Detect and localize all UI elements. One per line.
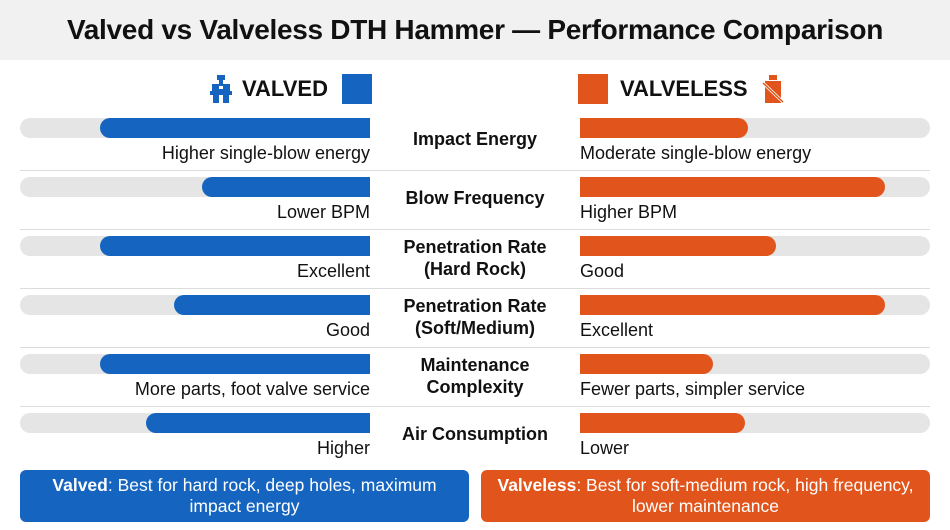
valved-summary-text: : Best for hard rock, deep holes, maximu… [107,475,437,516]
valved-bar [146,413,370,433]
row-divider [20,288,930,289]
valved-description: Higher single-blow energy [161,143,370,163]
valveless-description: Higher BPM [580,202,678,222]
metric-label: Blow Frequency [405,188,545,208]
valveless-description: Moderate single-blow energy [580,143,812,163]
valveless-description: Good [580,261,625,281]
valveless-label: VALVELESS [620,76,748,101]
metric-label: Maintenance Complexity [420,355,530,397]
valved-description: Lower BPM [276,202,370,222]
valved-bar [202,177,370,197]
valve-icon [210,75,232,103]
row-divider [20,406,930,407]
valved-bar [100,236,370,256]
valved-label: VALVED [242,76,328,101]
valved-header: VALVED [210,72,372,106]
title-band [0,0,950,60]
metric-label: Air Consumption [402,424,548,444]
valveless-header: VALVELESS [578,72,784,106]
valveless-swatch [578,74,608,104]
metric-label: Impact Energy [412,129,538,149]
chart-title: Valved vs Valveless DTH Hammer — Perform… [66,14,884,45]
valveless-bar [580,413,745,433]
valveless-description: Lower [580,438,630,458]
valved-summary: Valved: Best for hard rock, deep holes, … [20,470,469,522]
row-divider [20,229,930,230]
valved-description: Excellent [296,261,370,281]
no-valve-icon [761,75,784,103]
valved-swatch [341,74,372,104]
row-divider [20,347,930,348]
metric-label: Penetration Rate (Soft/Medium) [403,296,547,338]
valveless-summary-bold: Valveless [497,475,577,495]
valveless-bar [580,118,748,138]
valveless-bar [580,177,885,197]
valveless-bar [580,354,713,374]
valved-summary-bold: Valved [52,475,108,495]
valved-description: Higher [316,438,370,458]
valveless-bar [580,236,776,256]
valveless-bar [580,295,885,315]
metric-label: Penetration Rate (Hard Rock) [403,237,547,279]
valved-description: Good [325,320,370,340]
row-divider [20,170,930,171]
valveless-description: Excellent [580,320,654,340]
valved-bar [174,295,370,315]
valved-bar [100,118,370,138]
valveless-summary-text: : Best for soft-medium rock, high freque… [576,475,914,516]
valved-description: More parts, foot valve service [134,379,370,399]
valved-bar [100,354,370,374]
valveless-summary: Valveless: Best for soft-medium rock, hi… [481,470,930,522]
valveless-description: Fewer parts, simpler service [580,379,806,399]
